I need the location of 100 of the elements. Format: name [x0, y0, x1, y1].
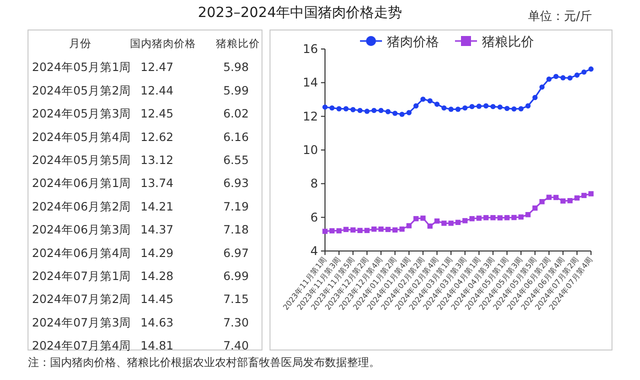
data-label: 12.45: [140, 106, 174, 121]
point: [539, 199, 545, 204]
point: [532, 205, 538, 211]
point: [462, 105, 468, 111]
point: [322, 228, 328, 234]
point: [476, 216, 482, 221]
point: [378, 226, 384, 232]
point: [490, 104, 496, 110]
data-label: 14.28: [140, 269, 174, 283]
data-label: 7.19: [223, 199, 249, 214]
point: [399, 112, 405, 117]
point: [385, 226, 391, 232]
point: [371, 108, 377, 114]
point: [560, 198, 566, 204]
data-label: 13.74: [140, 176, 174, 190]
category-label: 2024年06月第2周: [32, 199, 132, 214]
point: [525, 212, 531, 218]
point: [434, 218, 440, 224]
point: [504, 106, 510, 112]
data-label: 7.18: [223, 222, 249, 237]
point: [525, 103, 531, 108]
point: [588, 66, 594, 72]
point: [441, 105, 447, 111]
y-tick-label: 14: [302, 76, 318, 90]
point: [490, 215, 496, 220]
category-label: 2024年06月第4周: [32, 246, 132, 260]
point: [567, 198, 573, 204]
data-label: 6.16: [223, 130, 249, 144]
point: [546, 194, 552, 200]
point: [581, 69, 587, 75]
legend-title: 月份: [69, 37, 91, 50]
category-label: 2024年06月第1周: [32, 176, 132, 190]
category-label: 2024年07月第4周: [32, 338, 132, 353]
legend-label: 猪粮比价: [482, 35, 534, 50]
point: [371, 226, 377, 232]
point: [399, 226, 405, 232]
point: [427, 223, 433, 229]
point: [497, 104, 503, 110]
point: [567, 75, 573, 81]
category-label: 2024年05月第1周: [32, 60, 132, 74]
point: [406, 223, 412, 228]
point: [336, 228, 342, 234]
text: 注：国内猪肉价格、猪粮比价根据农业农村部畜牧兽医局发布数据整理。: [28, 356, 380, 369]
category-label: 2024年06月第3周: [32, 222, 132, 237]
point: [350, 227, 356, 233]
text: 单位：元/斤: [528, 9, 592, 23]
category-label: 2024年07月第1周: [32, 269, 132, 283]
point: [553, 194, 559, 200]
point: [574, 72, 580, 78]
data-label: 12.47: [140, 60, 174, 74]
point: [469, 216, 475, 222]
point: [532, 94, 538, 100]
y-tick-label: 4: [310, 244, 318, 258]
data-label: 12.62: [140, 130, 174, 144]
data-label: 6.97: [223, 246, 249, 260]
data-label: 5.98: [223, 60, 249, 74]
point: [497, 215, 503, 220]
point: [455, 220, 461, 225]
point: [392, 227, 398, 233]
point: [343, 226, 349, 232]
point: [392, 110, 398, 116]
data-label: 14.63: [140, 315, 174, 330]
point: [441, 220, 447, 226]
point: [336, 106, 342, 112]
point: [420, 216, 426, 221]
point: [448, 106, 454, 112]
point: [483, 215, 489, 220]
point: [560, 75, 566, 80]
data-label: 6.55: [223, 153, 249, 167]
point: [476, 104, 482, 109]
y-tick-label: 8: [310, 176, 318, 191]
point: [469, 104, 475, 110]
point: [364, 228, 370, 234]
point: [329, 228, 335, 234]
point: [434, 102, 440, 107]
point: [427, 98, 433, 104]
data-label: 13.12: [140, 153, 174, 167]
data-label: 14.21: [140, 199, 174, 214]
data-label: 14.45: [140, 292, 174, 306]
point: [413, 103, 419, 108]
point: [378, 108, 384, 114]
point: [511, 214, 517, 220]
y-tick-label: 6: [310, 210, 318, 224]
point: [420, 96, 426, 102]
text: 2023–2024年中国猪肉价格走势: [198, 5, 402, 21]
data-label: 14.81: [140, 338, 174, 353]
point: [329, 105, 335, 111]
point: [546, 76, 552, 82]
text: 猪粮比价: [216, 37, 260, 50]
category-label: 2024年07月第3周: [32, 315, 132, 330]
data-label: 7.40: [223, 338, 249, 353]
point: [385, 109, 391, 114]
category-label: 2024年05月第5周: [32, 153, 132, 167]
category-label: 2024年05月第3周: [32, 106, 132, 121]
data-label: 12.44: [140, 83, 174, 98]
legend-label: 猪肉价格: [387, 35, 439, 50]
y-tick-label: 10: [302, 143, 318, 157]
point: [343, 106, 349, 112]
point: [406, 110, 412, 116]
point: [539, 84, 545, 90]
